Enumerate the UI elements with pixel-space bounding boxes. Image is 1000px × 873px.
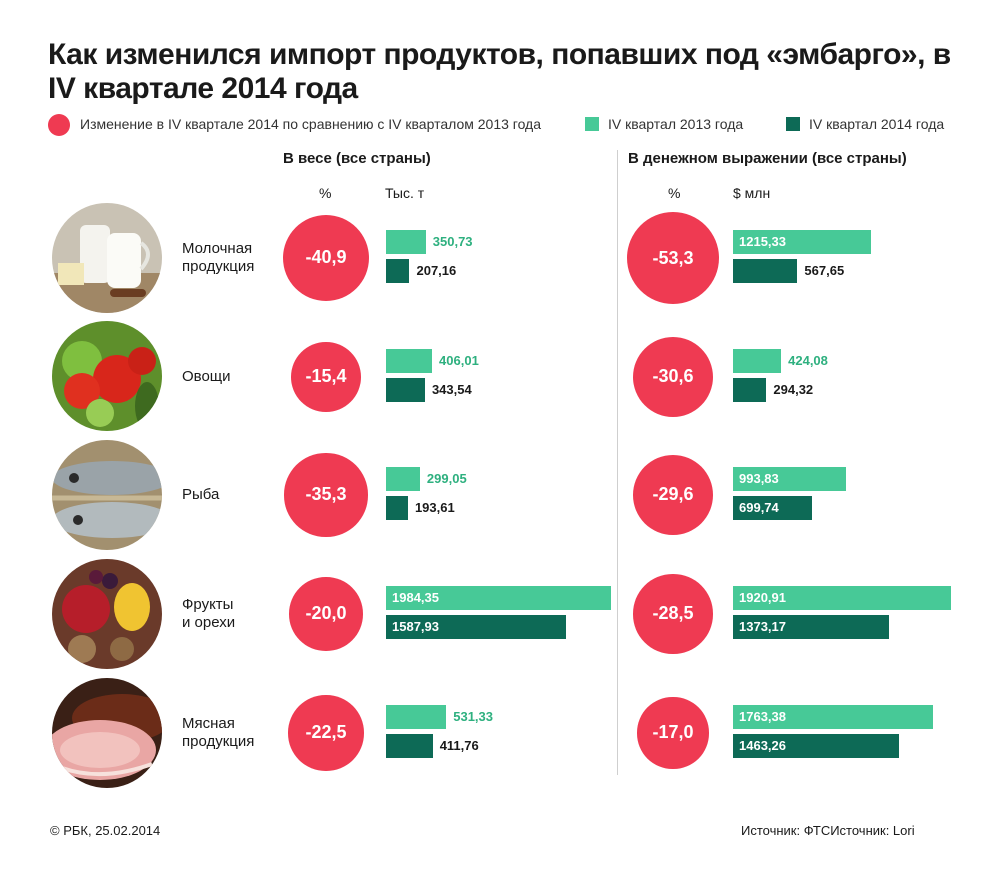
category-label-fish: Рыба — [182, 486, 220, 503]
bar-weight-2014-fish — [386, 496, 408, 520]
value-label-weight-2013-vegetables: 406,01 — [439, 353, 479, 368]
change-bubble-money-fruits-nuts: -28,5 — [633, 574, 713, 654]
bar-money-2013-dairy — [733, 230, 871, 254]
value-label-weight-2014-fish: 193,61 — [414, 500, 455, 515]
category-label-meat: Мясная продукция — [182, 715, 255, 750]
value-label-money-2013-fruits-nuts: 1920,91 — [739, 590, 786, 605]
bar-weight-2014-meat — [386, 734, 433, 758]
change-bubble-money-dairy: -53,3 — [627, 212, 719, 304]
dairy-photo-icon — [52, 203, 162, 313]
value-label-money-2014-dairy: 567,65 — [804, 263, 845, 278]
change-bubble-weight-fruits-nuts: -20,0 — [289, 577, 363, 651]
value-label-money-2013-dairy: 1215,33 — [739, 234, 786, 249]
change-bubble-money-meat: -17,0 — [637, 697, 709, 769]
panel-divider — [617, 150, 618, 775]
legend-swatch-change — [48, 114, 70, 136]
bar-money-2014-fish — [733, 496, 813, 520]
panel-title-weight: В весе (все страны) — [283, 150, 431, 167]
value-label-weight-2014-fruits-nuts: 1587,93 — [392, 619, 439, 634]
vegetables-photo-icon — [52, 321, 162, 431]
value-label-weight-2014-dairy: 207,16 — [416, 263, 457, 278]
pct-label-weight: % — [319, 185, 332, 201]
fish-photo-icon — [52, 440, 162, 550]
bar-money-2014-fruits-nuts — [733, 615, 889, 639]
value-label-money-2014-vegetables: 294,32 — [773, 382, 814, 397]
value-label-money-2014-fish: 699,74 — [739, 500, 779, 515]
bar-money-2014-meat — [733, 734, 900, 758]
category-label-fruits-nuts: Фрукты и орехи — [182, 596, 236, 631]
value-label-money-2013-meat: 1763,38 — [739, 709, 786, 724]
value-label-money-2013-vegetables: 424,08 — [788, 353, 828, 368]
bar-weight-2014-fruits-nuts — [386, 615, 567, 639]
value-label-money-2013-fish: 993,83 — [739, 471, 779, 486]
legend-label-change: Изменение в IV квартале 2014 по сравнени… — [80, 116, 542, 132]
fruits-nuts-photo-icon — [52, 559, 162, 669]
change-bubble-weight-fish: -35,3 — [284, 453, 368, 537]
legend-label-2014: IV квартал 2014 года — [809, 116, 945, 132]
change-bubble-weight-meat: -22,5 — [288, 695, 364, 771]
bar-money-2013-vegetables — [733, 349, 782, 373]
legend-swatch-2014 — [786, 117, 800, 131]
value-label-weight-2013-fish: 299,05 — [426, 471, 467, 486]
bar-weight-2013-vegetables — [386, 349, 433, 373]
legend-swatch-2013 — [585, 117, 599, 131]
value-label-weight-2014-vegetables: 343,54 — [431, 382, 472, 397]
bar-weight-2014-vegetables — [386, 378, 425, 402]
meat-photo-icon — [52, 678, 162, 788]
value-label-weight-2013-dairy: 350,73 — [432, 234, 473, 249]
unit-label-weight: Тыс. т — [385, 185, 425, 201]
pct-label-money: % — [668, 185, 681, 201]
bar-money-2013-fruits-nuts — [733, 586, 951, 610]
value-label-money-2014-meat: 1463,26 — [739, 738, 786, 753]
bar-money-2014-vegetables — [733, 378, 767, 402]
value-label-money-2014-fruits-nuts: 1373,17 — [739, 619, 786, 634]
bar-money-2013-meat — [733, 705, 934, 729]
change-bubble-weight-dairy: -40,9 — [282, 214, 370, 302]
change-bubble-money-fish: -29,6 — [633, 455, 713, 535]
bar-weight-2013-dairy — [386, 230, 426, 254]
value-label-weight-2013-fruits-nuts: 1984,35 — [392, 590, 439, 605]
change-bubble-money-vegetables: -30,6 — [632, 336, 714, 418]
bar-weight-2014-dairy — [386, 259, 410, 283]
panel-title-money: В денежном выражении (все страны) — [628, 150, 907, 167]
unit-label-money: $ млн — [733, 185, 771, 201]
category-label-vegetables: Овощи — [182, 368, 231, 385]
value-label-weight-2013-meat: 531,33 — [453, 709, 493, 724]
chart-title: Как изменился импорт продуктов, попавших… — [48, 38, 951, 105]
bar-money-2013-fish — [733, 467, 846, 491]
copyright-text: © РБК, 25.02.2014 — [50, 823, 161, 838]
bar-weight-2013-fish — [386, 467, 420, 491]
bar-weight-2013-meat — [386, 705, 447, 729]
bar-money-2014-dairy — [733, 259, 798, 283]
bar-weight-2013-fruits-nuts — [386, 586, 611, 610]
value-label-weight-2014-meat: 411,76 — [439, 738, 479, 753]
change-bubble-weight-vegetables: -15,4 — [291, 342, 361, 412]
source-text: Источник: ФТСИсточник: Lori — [741, 823, 915, 838]
legend-label-2013: IV квартал 2013 года — [608, 116, 744, 132]
category-label-dairy: Молочная продукция — [182, 240, 255, 275]
